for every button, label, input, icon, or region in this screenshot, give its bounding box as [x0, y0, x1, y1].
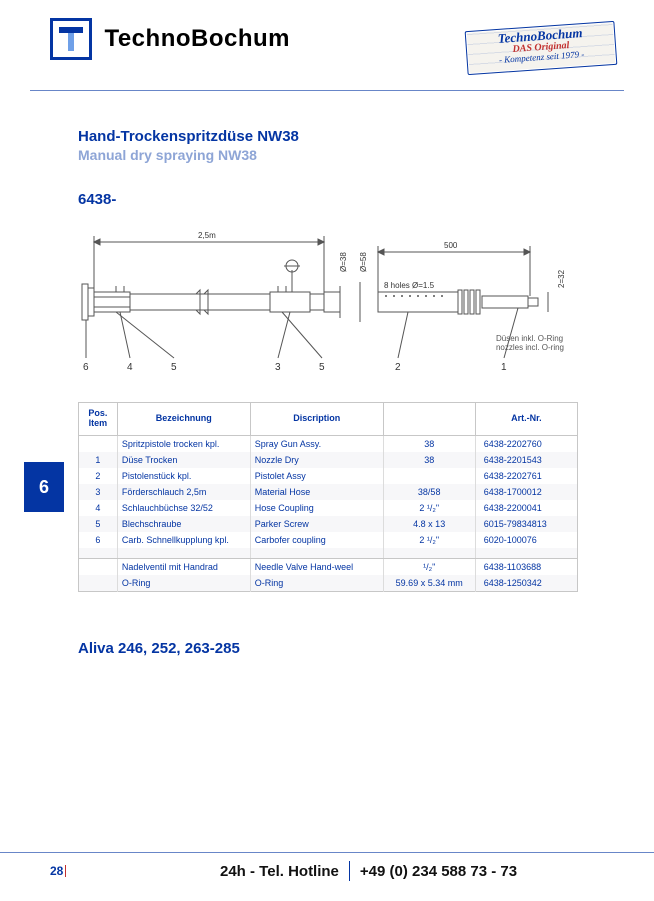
cell-pos: 4	[79, 500, 118, 516]
cell-pos	[79, 575, 118, 592]
dim-right-h: 2=32	[557, 269, 566, 288]
cell-size: 38	[383, 452, 475, 468]
header-rule	[30, 90, 624, 91]
parts-table: Pos. Item Bezeichnung Discription Art.-N…	[78, 402, 578, 592]
cell-de: Blechschraube	[117, 516, 250, 532]
page-root: TechnoBochum TechnoBochum DAS Original -…	[0, 0, 654, 901]
table-row: 6Carb. Schnellkupplung kpl.Carbofer coup…	[79, 532, 578, 548]
cell-size: 38/58	[383, 484, 475, 500]
cell-art: 6438-1103688	[475, 558, 577, 575]
cell-de: O-Ring	[117, 575, 250, 592]
product-title-de: Hand-Trockenspritzdüse NW38	[78, 128, 594, 145]
page-content: Hand-Trockenspritzdüse NW38 Manual dry s…	[0, 104, 654, 657]
diagram-caption-de: Düsen inkl. O-Ring	[496, 334, 563, 343]
page-header: TechnoBochum TechnoBochum DAS Original -…	[0, 0, 654, 104]
table-row: Spritzpistole trocken kpl.Spray Gun Assy…	[79, 435, 578, 452]
cell-art: 6438-2202761	[475, 468, 577, 484]
cell-pos	[79, 558, 118, 575]
diagram-caption: Düsen inkl. O-Ring nozzles incl. O-ring	[496, 334, 564, 352]
cell-en: Pistolet Assy	[250, 468, 383, 484]
cell-art: 6438-2201543	[475, 452, 577, 468]
dim-d2: Ø=58	[359, 252, 368, 272]
table-header-row: Pos. Item Bezeichnung Discription Art.-N…	[79, 403, 578, 436]
dim-length: 2,5m	[198, 231, 216, 240]
cell-size: 2 ¹/₂"	[383, 500, 475, 516]
table-row: 1Düse TrockenNozzle Dry386438-2201543	[79, 452, 578, 468]
callout-5a: 5	[171, 362, 177, 373]
cell-size: 4.8 x 13	[383, 516, 475, 532]
cell-de: Nadelventil mit Handrad	[117, 558, 250, 575]
cell-art: 6015-79834813	[475, 516, 577, 532]
table-gap-row	[79, 548, 578, 559]
th-de: Bezeichnung	[117, 403, 250, 436]
cell-art: 6438-2200041	[475, 500, 577, 516]
table-row: 2Pistolenstück kpl.Pistolet Assy 6438-220…	[79, 468, 578, 484]
cell-pos: 3	[79, 484, 118, 500]
hotline-label: 24h - Tel. Hotline	[220, 863, 339, 880]
product-title-en: Manual dry spraying NW38	[78, 147, 594, 163]
cell-en: Material Hose	[250, 484, 383, 500]
cell-de: Pistolenstück kpl.	[117, 468, 250, 484]
diagram-caption-en: nozzles incl. O-ring	[496, 343, 564, 352]
cell-en: Carbofer coupling	[250, 532, 383, 548]
cell-pos: 2	[79, 468, 118, 484]
cell-en: Nozzle Dry	[250, 452, 383, 468]
callout-2: 2	[395, 362, 401, 373]
callout-1: 1	[501, 362, 507, 373]
cell-pos	[79, 435, 118, 452]
dim-d1: Ø=38	[339, 252, 348, 272]
cell-en: O-Ring	[250, 575, 383, 592]
brand-logo-icon	[50, 18, 92, 60]
cell-en: Hose Coupling	[250, 500, 383, 516]
table-row: 4Schlauchbüchse 32/52Hose Coupling2 ¹/₂"…	[79, 500, 578, 516]
holes-note: 8 holes Ø=1.5	[384, 281, 435, 290]
page-footer: 28 24h - Tel. Hotline +49 (0) 234 588 73…	[0, 852, 654, 881]
original-stamp: TechnoBochum DAS Original - Kompetenz se…	[465, 21, 618, 75]
product-code: 6438-	[78, 191, 594, 208]
footer-divider	[349, 861, 350, 881]
cell-size: 2 ¹/₂"	[383, 532, 475, 548]
hotline-number: +49 (0) 234 588 73 - 73	[360, 863, 517, 880]
table-row: O-RingO-Ring59.69 x 5.34 mm6438-1250342	[79, 575, 578, 592]
cell-en: Needle Valve Hand-weel	[250, 558, 383, 575]
cell-art: 6020-100076	[475, 532, 577, 548]
cell-de: Förderschlauch 2,5m	[117, 484, 250, 500]
th-en: Discription	[250, 403, 383, 436]
cell-pos: 6	[79, 532, 118, 548]
callout-4: 4	[127, 362, 133, 373]
page-number: 28	[50, 864, 170, 878]
callout-5b: 5	[319, 362, 325, 373]
parts-table-wrap: 6 Pos. Item Bezeichnung Discription Art.…	[78, 402, 594, 592]
technical-drawing: 2,5m Ø=38 Ø=58 8 holes Ø=1.5	[78, 222, 568, 382]
table-row: 5BlechschraubeParker Screw4.8 x 136015-7…	[79, 516, 578, 532]
th-pos: Pos. Item	[79, 403, 118, 436]
cell-pos: 5	[79, 516, 118, 532]
cell-de: Spritzpistole trocken kpl.	[117, 435, 250, 452]
table-row: Nadelventil mit HandradNeedle Valve Hand…	[79, 558, 578, 575]
cell-en: Spray Gun Assy.	[250, 435, 383, 452]
chapter-tab: 6	[24, 462, 64, 512]
compatible-models: Aliva 246, 252, 263-285	[78, 640, 594, 657]
cell-art: 6438-1250342	[475, 575, 577, 592]
cell-en: Parker Screw	[250, 516, 383, 532]
cell-art: 6438-2202760	[475, 435, 577, 452]
cell-de: Düse Trocken	[117, 452, 250, 468]
cell-de: Schlauchbüchse 32/52	[117, 500, 250, 516]
cell-de: Carb. Schnellkupplung kpl.	[117, 532, 250, 548]
table-row: 3Förderschlauch 2,5mMaterial Hose38/5864…	[79, 484, 578, 500]
cell-size: ¹/₂"	[383, 558, 475, 575]
dim-right-len: 500	[444, 241, 458, 250]
cell-art: 6438-1700012	[475, 484, 577, 500]
callout-3: 3	[275, 362, 281, 373]
cell-size: 38	[383, 435, 475, 452]
cell-pos: 1	[79, 452, 118, 468]
th-size	[383, 403, 475, 436]
brand-name: TechnoBochum	[104, 25, 290, 53]
cell-size: 59.69 x 5.34 mm	[383, 575, 475, 592]
th-art: Art.-Nr.	[475, 403, 577, 436]
cell-size	[383, 468, 475, 484]
callout-6: 6	[83, 362, 89, 373]
